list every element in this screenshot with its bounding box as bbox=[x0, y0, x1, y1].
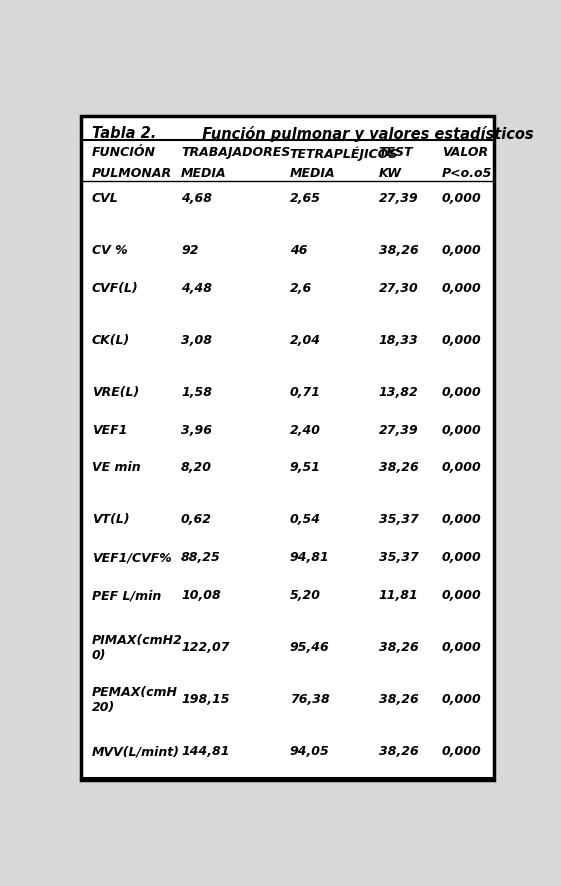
Text: 11,81: 11,81 bbox=[379, 588, 419, 602]
Text: 8,20: 8,20 bbox=[181, 461, 212, 474]
Text: 38,26: 38,26 bbox=[379, 244, 419, 257]
Text: 35,37: 35,37 bbox=[379, 513, 419, 526]
Text: CV %: CV % bbox=[92, 244, 127, 257]
Text: 5,20: 5,20 bbox=[289, 588, 321, 602]
Text: KW: KW bbox=[379, 167, 402, 179]
Text: 13,82: 13,82 bbox=[379, 385, 419, 399]
Text: 0,000: 0,000 bbox=[442, 744, 481, 758]
Text: 198,15: 198,15 bbox=[181, 692, 229, 705]
Text: FUNCIÓN: FUNCIÓN bbox=[92, 146, 156, 159]
Text: 0,000: 0,000 bbox=[442, 461, 481, 474]
Text: TETRAPLÉJICOS: TETRAPLÉJICOS bbox=[289, 146, 398, 160]
Text: 4,68: 4,68 bbox=[181, 192, 212, 205]
Text: Tabla 2.: Tabla 2. bbox=[92, 126, 156, 140]
Text: VEF1: VEF1 bbox=[92, 424, 127, 436]
Text: 0,71: 0,71 bbox=[289, 385, 321, 399]
Text: 0,54: 0,54 bbox=[289, 513, 321, 526]
Text: 0,000: 0,000 bbox=[442, 244, 481, 257]
Text: PEF L/min: PEF L/min bbox=[92, 588, 161, 602]
Text: VT(L): VT(L) bbox=[92, 513, 130, 526]
Text: 10,08: 10,08 bbox=[181, 588, 220, 602]
Text: 0,000: 0,000 bbox=[442, 692, 481, 705]
Text: 2,6: 2,6 bbox=[289, 282, 312, 294]
Text: MEDIA: MEDIA bbox=[289, 167, 335, 179]
Text: 2,65: 2,65 bbox=[289, 192, 321, 205]
Text: 0,000: 0,000 bbox=[442, 424, 481, 436]
Text: 88,25: 88,25 bbox=[181, 551, 220, 563]
Text: 4,48: 4,48 bbox=[181, 282, 212, 294]
Text: 1,58: 1,58 bbox=[181, 385, 212, 399]
Text: VRE(L): VRE(L) bbox=[92, 385, 139, 399]
Text: MVV(L/mint): MVV(L/mint) bbox=[92, 744, 180, 758]
Text: 38,26: 38,26 bbox=[379, 461, 419, 474]
Text: 144,81: 144,81 bbox=[181, 744, 229, 758]
Text: 27,39: 27,39 bbox=[379, 424, 419, 436]
Text: TEST: TEST bbox=[379, 146, 413, 159]
Text: CVL: CVL bbox=[92, 192, 118, 205]
Text: 0,000: 0,000 bbox=[442, 551, 481, 563]
Text: 92: 92 bbox=[181, 244, 199, 257]
Text: 35,37: 35,37 bbox=[379, 551, 419, 563]
Text: 27,30: 27,30 bbox=[379, 282, 419, 294]
Text: 0,000: 0,000 bbox=[442, 192, 481, 205]
Text: 0,000: 0,000 bbox=[442, 282, 481, 294]
Text: 95,46: 95,46 bbox=[289, 641, 329, 653]
Text: 38,26: 38,26 bbox=[379, 692, 419, 705]
Text: 3,08: 3,08 bbox=[181, 333, 212, 346]
Text: 0,000: 0,000 bbox=[442, 588, 481, 602]
Text: TRABAJADORES: TRABAJADORES bbox=[181, 146, 290, 159]
Text: 0,000: 0,000 bbox=[442, 513, 481, 526]
Text: 38,26: 38,26 bbox=[379, 641, 419, 653]
Text: 2,40: 2,40 bbox=[289, 424, 321, 436]
Text: PEMAX(cmH
20): PEMAX(cmH 20) bbox=[92, 685, 178, 712]
Text: VE min: VE min bbox=[92, 461, 140, 474]
Text: 3,96: 3,96 bbox=[181, 424, 212, 436]
Text: 0,000: 0,000 bbox=[442, 333, 481, 346]
Text: 9,51: 9,51 bbox=[289, 461, 321, 474]
Text: VEF1/CVF%: VEF1/CVF% bbox=[92, 551, 172, 563]
Text: 94,81: 94,81 bbox=[289, 551, 329, 563]
Text: 46: 46 bbox=[289, 244, 307, 257]
Text: PULMONAR: PULMONAR bbox=[92, 167, 172, 179]
Text: CVF(L): CVF(L) bbox=[92, 282, 139, 294]
Text: 0,62: 0,62 bbox=[181, 513, 212, 526]
Text: 0,000: 0,000 bbox=[442, 641, 481, 653]
Text: 122,07: 122,07 bbox=[181, 641, 229, 653]
Text: 38,26: 38,26 bbox=[379, 744, 419, 758]
Text: MEDIA: MEDIA bbox=[181, 167, 227, 179]
Text: 0,000: 0,000 bbox=[442, 385, 481, 399]
Text: P<o.o5: P<o.o5 bbox=[442, 167, 492, 179]
Text: 94,05: 94,05 bbox=[289, 744, 329, 758]
Text: Función pulmonar y valores estadísticos: Función pulmonar y valores estadísticos bbox=[192, 126, 534, 142]
Text: 18,33: 18,33 bbox=[379, 333, 419, 346]
Text: 76,38: 76,38 bbox=[289, 692, 329, 705]
Text: PIMAX(cmH2
0): PIMAX(cmH2 0) bbox=[92, 633, 183, 661]
Text: VALOR: VALOR bbox=[442, 146, 488, 159]
FancyBboxPatch shape bbox=[81, 117, 494, 781]
Text: CK(L): CK(L) bbox=[92, 333, 130, 346]
Text: 27,39: 27,39 bbox=[379, 192, 419, 205]
Text: 2,04: 2,04 bbox=[289, 333, 321, 346]
